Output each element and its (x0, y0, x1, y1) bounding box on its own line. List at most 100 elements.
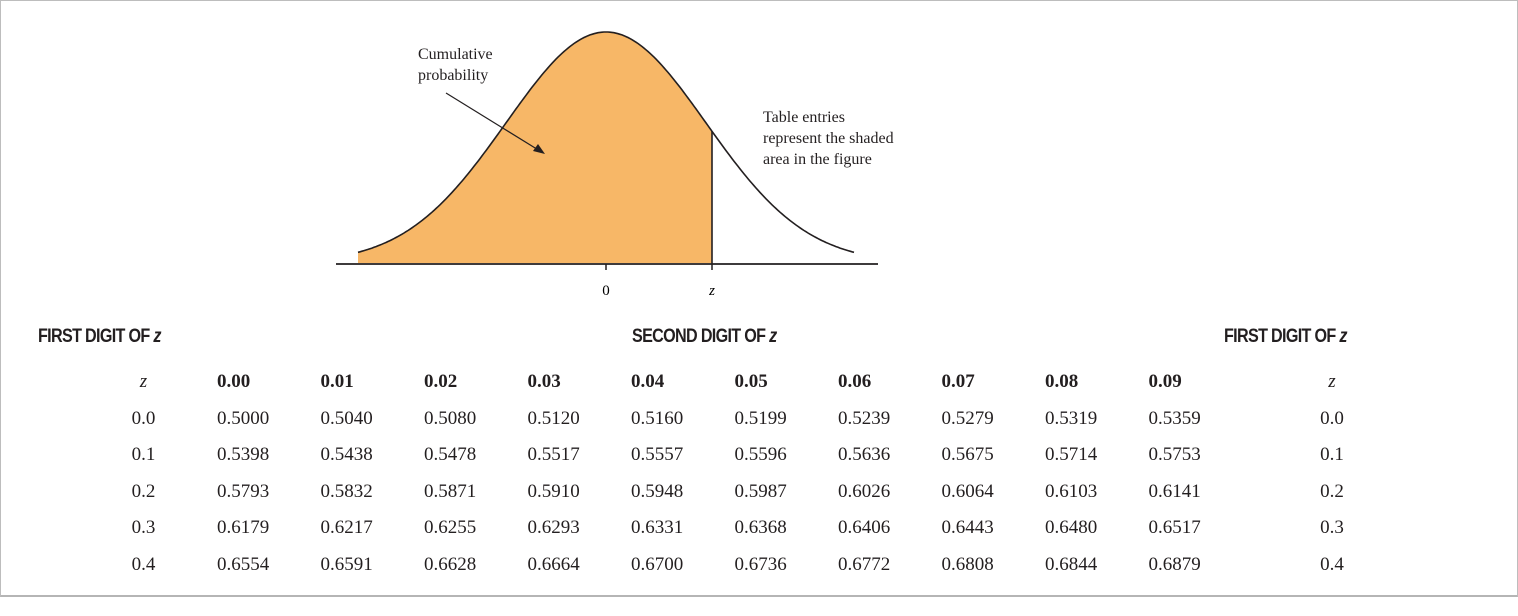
table-cell: 0.5239 (838, 407, 891, 429)
table-cell: 0.5319 (1045, 407, 1098, 429)
table-cell: 0.5080 (424, 407, 477, 429)
column-header: 0.07 (941, 371, 975, 393)
table-cell: 0.5438 (320, 444, 373, 466)
table-cell: 0.6628 (424, 553, 477, 575)
table-cell: 0.6591 (320, 553, 373, 575)
table-cell: 0.6808 (941, 553, 994, 575)
table-cell: 0.5557 (631, 444, 684, 466)
row-z-left: 0.3 (131, 517, 156, 539)
heading-text: FIRST DIGIT OF (38, 326, 154, 347)
table-row: 0.1 0.5398 0.5438 0.5478 0.5517 0.5557 0.5596 0… (70, 437, 1412, 474)
label-line: probability (418, 67, 489, 84)
column-header: 0.00 (217, 371, 251, 393)
table-cell: 0.5753 (1148, 444, 1201, 466)
column-header: 0.06 (838, 371, 872, 393)
cumulative-probability-label: Cumulative probability (418, 44, 493, 86)
table-cell: 0.6293 (527, 517, 580, 539)
row-z-left: 0.4 (131, 553, 156, 575)
table-cell: 0.5398 (217, 444, 270, 466)
table-row: 0.4 0.6554 0.6591 0.6628 0.6664 0.6700 0.6736 0… (70, 547, 1412, 584)
table-cell: 0.5000 (217, 407, 270, 429)
table-cell: 0.6255 (424, 517, 477, 539)
table-cell: 0.6064 (941, 480, 994, 502)
table-cell: 0.5871 (424, 480, 477, 502)
table-row: 0.2 0.5793 0.5832 0.5871 0.5910 0.5948 0.5987 0… (70, 474, 1412, 511)
row-z-left: 0.2 (131, 480, 156, 502)
table-cell: 0.5714 (1045, 444, 1098, 466)
table-cell: 0.6844 (1045, 553, 1098, 575)
table-cell: 0.6026 (838, 480, 891, 502)
table-cell: 0.6141 (1148, 480, 1201, 502)
table-cell: 0.5832 (320, 480, 373, 502)
table-cell: 0.5910 (527, 480, 580, 502)
heading-var: z (153, 326, 161, 347)
z-header-right: z (1328, 371, 1336, 393)
table-row: 0.0 0.5000 0.5040 0.5080 0.5120 0.5160 0.5199 0… (70, 401, 1412, 438)
table-cell: 0.5279 (941, 407, 994, 429)
first-digit-heading-right: FIRST DIGIT OF z (1224, 326, 1347, 348)
table-cell: 0.6443 (941, 517, 994, 539)
table-cell: 0.6554 (217, 553, 270, 575)
first-digit-heading-left: FIRST DIGIT OF z (38, 326, 161, 348)
note-line: area in the figure (763, 151, 872, 168)
table-cell: 0.5199 (734, 407, 787, 429)
note-line: represent the shaded (763, 130, 894, 147)
second-digit-heading: SECOND DIGIT OF z (632, 326, 777, 348)
row-z-right: 0.2 (1320, 480, 1344, 502)
table-cell: 0.5596 (734, 444, 787, 466)
table-entries-note: Table entries represent the shaded area … (763, 107, 894, 170)
table-cell: 0.5359 (1148, 407, 1201, 429)
table-cell: 0.5948 (631, 480, 684, 502)
table-cell: 0.6517 (1148, 517, 1201, 539)
column-header: 0.04 (631, 371, 665, 393)
table-cell: 0.5636 (838, 444, 891, 466)
heading-var: z (1339, 326, 1347, 347)
column-header: 0.03 (527, 371, 561, 393)
column-header: 0.01 (320, 371, 354, 393)
tick-z-label: z (708, 283, 715, 299)
label-line: Cumulative (418, 46, 493, 63)
normal-curve-figure: 0 z (336, 31, 878, 299)
table-cell: 0.5478 (424, 444, 477, 466)
column-header: 0.02 (424, 371, 458, 393)
table-cell: 0.6331 (631, 517, 684, 539)
table-cell: 0.6736 (734, 553, 787, 575)
note-line: Table entries (763, 109, 845, 126)
z-table: z 0.00 0.01 0.02 0.03 0.04 0.05 0.06 0.07 0.08 0.0… (70, 364, 1412, 583)
table-header-row: z 0.00 0.01 0.02 0.03 0.04 0.05 0.06 0.07 0.08 0.0… (70, 364, 1412, 401)
column-header: 0.05 (734, 371, 768, 393)
table-cell: 0.5040 (320, 407, 373, 429)
table-cell: 0.6772 (838, 553, 891, 575)
tick-zero-label: 0 (602, 283, 610, 299)
row-z-right: 0.1 (1320, 444, 1344, 466)
table-cell: 0.6480 (1045, 517, 1098, 539)
table-cell: 0.6879 (1148, 553, 1201, 575)
table-row: 0.3 0.6179 0.6217 0.6255 0.6293 0.6331 0.6368 0… (70, 510, 1412, 547)
normal-curve (357, 31, 855, 254)
table-cell: 0.6700 (631, 553, 684, 575)
z-header-left: z (139, 371, 148, 393)
arrow-head (533, 144, 545, 154)
table-cell: 0.6664 (527, 553, 580, 575)
table-cell: 0.5160 (631, 407, 684, 429)
row-z-right: 0.0 (1320, 407, 1344, 429)
table-cell: 0.5517 (527, 444, 580, 466)
row-z-right: 0.4 (1320, 553, 1344, 575)
column-header: 0.09 (1148, 371, 1182, 393)
table-cell: 0.6406 (838, 517, 891, 539)
arrow-line (445, 92, 541, 152)
table-cell: 0.6103 (1045, 480, 1098, 502)
row-z-left: 0.0 (131, 407, 156, 429)
heading-var: z (769, 326, 777, 347)
table-cell: 0.5120 (527, 407, 580, 429)
table-cell: 0.6368 (734, 517, 787, 539)
row-z-right: 0.3 (1320, 517, 1344, 539)
table-cell: 0.6179 (217, 517, 270, 539)
table-cell: 0.5987 (734, 480, 787, 502)
table-cell: 0.6217 (320, 517, 373, 539)
table-cell: 0.5793 (217, 480, 270, 502)
table-cell: 0.5675 (941, 444, 994, 466)
heading-text: SECOND DIGIT OF (632, 326, 770, 347)
column-header: 0.08 (1045, 371, 1079, 393)
row-z-left: 0.1 (131, 444, 156, 466)
